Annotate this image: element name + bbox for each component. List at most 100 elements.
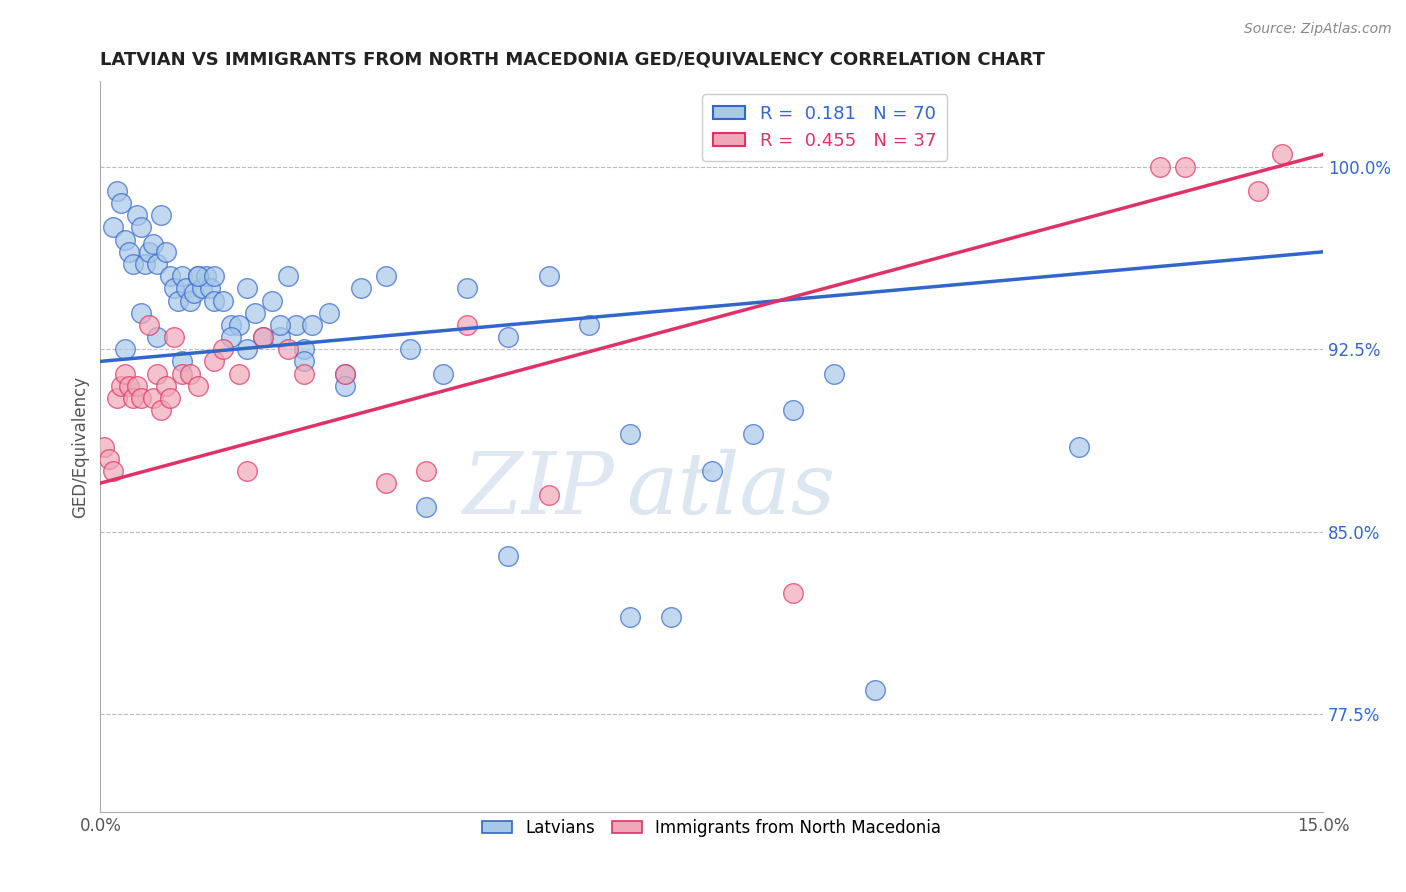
Point [333,367,356,381]
Point [122,257,145,271]
Point [252,330,274,344]
Point [219,330,242,344]
Point [1149,160,1171,174]
Point [619,610,641,624]
Point [578,318,600,332]
Point [125,378,148,392]
Point [228,367,250,381]
Point [350,281,373,295]
Point [277,342,299,356]
Point [183,286,205,301]
Point [163,281,186,295]
Text: ZIP: ZIP [463,449,614,532]
Point [179,367,201,381]
Point [163,330,186,344]
Point [155,244,177,259]
Point [537,488,560,502]
Point [496,330,519,344]
Point [415,464,437,478]
Point [118,378,141,392]
Point [138,318,160,332]
Point [114,233,136,247]
Point [245,306,267,320]
Point [174,281,197,295]
Point [496,549,519,564]
Point [142,391,165,405]
Point [863,683,886,698]
Point [659,610,682,624]
Point [110,378,132,392]
Point [374,476,396,491]
Text: atlas: atlas [626,449,835,532]
Point [1247,184,1270,198]
Point [122,391,145,405]
Point [236,281,259,295]
Point [170,367,193,381]
Point [301,318,323,332]
Point [204,293,226,308]
Text: Source: ZipAtlas.com: Source: ZipAtlas.com [1244,22,1392,37]
Point [741,427,763,442]
Point [146,330,169,344]
Point [187,378,209,392]
Point [170,269,193,284]
Point [101,220,124,235]
Point [228,318,250,332]
Point [292,354,315,368]
Point [105,391,128,405]
Point [93,440,115,454]
Point [146,257,169,271]
Point [219,318,242,332]
Point [200,281,222,295]
Point [125,208,148,222]
Point [166,293,188,308]
Point [138,244,160,259]
Point [187,269,209,284]
Point [187,269,209,284]
Point [110,196,132,211]
Point [129,220,152,235]
Text: LATVIAN VS IMMIGRANTS FROM NORTH MACEDONIA GED/EQUIVALENCY CORRELATION CHART: LATVIAN VS IMMIGRANTS FROM NORTH MACEDON… [100,51,1045,69]
Point [432,367,454,381]
Point [134,257,156,271]
Point [114,342,136,356]
Point [159,269,181,284]
Point [415,500,437,515]
Point [204,269,226,284]
Point [292,367,315,381]
Legend: Latvians, Immigrants from North Macedonia: Latvians, Immigrants from North Macedoni… [475,813,948,844]
Point [1174,160,1197,174]
Point [782,403,804,417]
Point [269,330,291,344]
Point [333,367,356,381]
Point [129,306,152,320]
Point [179,293,201,308]
Point [236,342,259,356]
Point [114,367,136,381]
Point [195,269,218,284]
Point [129,391,152,405]
Point [155,378,177,392]
Point [211,293,233,308]
Point [142,237,165,252]
Point [619,427,641,442]
Point [292,342,315,356]
Point [285,318,308,332]
Point [823,367,845,381]
Point [1271,147,1294,161]
Point [211,342,233,356]
Point [399,342,422,356]
Y-axis label: GED/Equivalency: GED/Equivalency [72,376,89,517]
Point [782,585,804,599]
Point [159,391,181,405]
Point [1067,440,1090,454]
Point [150,403,173,417]
Point [318,306,340,320]
Point [204,354,226,368]
Point [101,464,124,478]
Point [260,293,283,308]
Point [170,354,193,368]
Point [97,451,120,466]
Point [105,184,128,198]
Point [191,281,214,295]
